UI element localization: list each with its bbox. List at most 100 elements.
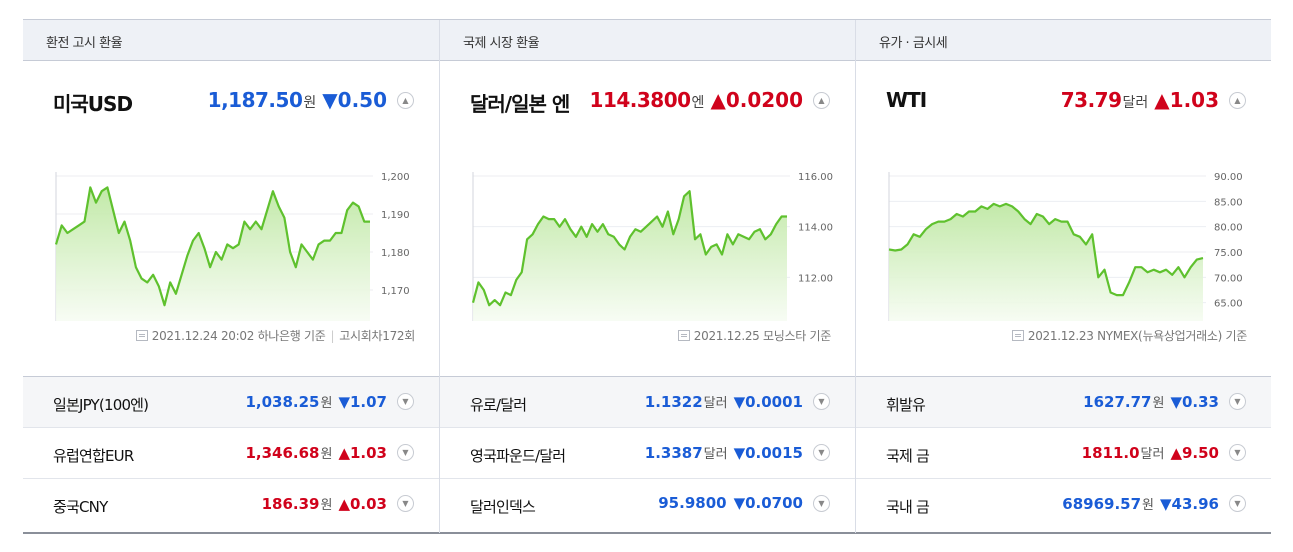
quote-change: ▲9.50 — [1170, 444, 1219, 462]
main-quote-name[interactable]: 미국USD — [53, 92, 133, 116]
chevron-down-icon[interactable]: ▼ — [1229, 393, 1246, 410]
source-date: 2021.12.24 20:02 — [151, 328, 255, 343]
source-extra: 고시회차172회 — [339, 329, 415, 343]
chevron-down-icon[interactable]: ▼ — [397, 393, 414, 410]
series-line — [471, 190, 787, 307]
y-tick-label: 70.00 — [1214, 273, 1243, 284]
y-tick-label: 80.00 — [1214, 223, 1243, 234]
main-quote-name[interactable]: 달러/일본 엔 — [470, 92, 570, 116]
chevron-down-icon[interactable]: ▼ — [397, 444, 414, 461]
quote-price: 68969.57 — [1062, 495, 1142, 513]
quote-change: ▼0.33 — [1170, 393, 1219, 411]
quote-name[interactable]: 달러인덱스 — [470, 498, 536, 516]
quote-name[interactable]: 일본JPY(100엔) — [53, 396, 149, 414]
quote-price: 186.39 — [261, 495, 320, 513]
quote-values: 95.9800 ▼0.0700 ▼ — [658, 494, 830, 512]
quote-values: 68969.57 원 ▼43.96 ▼ — [1062, 494, 1246, 513]
main-quote-values: 1,187.50 원 ▼0.50 ▲ — [208, 88, 414, 112]
chevron-down-icon[interactable]: ▼ — [1229, 444, 1246, 461]
column-exchange: 환전 고시 환율 미국USD 1,187.50 원 ▼0.50 ▲ 1,200 1,190 1,… — [23, 20, 439, 533]
chevron-down-icon[interactable]: ▼ — [1229, 495, 1246, 512]
main-quote-values: 114.3800 엔 ▲0.0200 ▲ — [590, 88, 830, 112]
list-item[interactable]: 휘발유 1627.77 원 ▼0.33 ▼ — [856, 377, 1271, 428]
series-line — [888, 202, 1204, 297]
main-quote-unit: 달러 — [1122, 95, 1149, 111]
quote-unit: 원 — [1152, 396, 1165, 411]
quote-unit: 원 — [1142, 498, 1155, 513]
quote-name[interactable]: 국제 금 — [886, 447, 930, 465]
list-item[interactable]: 달러인덱스 95.9800 ▼0.0700 ▼ — [440, 479, 855, 530]
quote-values: 1811.0 달러 ▲9.50 ▼ — [1082, 443, 1246, 462]
quote-change: ▼0.0700 — [733, 494, 803, 512]
list-item[interactable]: 영국파운드/달러 1.3387 달러 ▼0.0015 ▼ — [440, 428, 855, 479]
quote-values: 1.3387 달러 ▼0.0015 ▼ — [645, 443, 830, 462]
chevron-down-icon[interactable]: ▼ — [397, 495, 414, 512]
main-quote-unit: 원 — [303, 95, 317, 111]
chevron-up-icon[interactable]: ▲ — [1229, 91, 1246, 109]
quote-unit: 달러 — [703, 447, 728, 462]
chevron-down-icon[interactable]: ▼ — [813, 494, 830, 512]
list-item[interactable]: 일본JPY(100엔) 1,038.25 원 ▼1.07 ▼ — [23, 377, 439, 428]
document-icon — [1011, 330, 1024, 341]
main-quote-price: 114.3800 — [589, 88, 692, 112]
document-icon — [677, 330, 690, 341]
quote-price: 1,038.25 — [245, 393, 320, 411]
column-header-exchange[interactable]: 환전 고시 환율 — [23, 20, 439, 61]
y-tick-label: 65.00 — [1214, 299, 1243, 310]
quote-price: 1627.77 — [1083, 393, 1152, 411]
main-quote: 미국USD 1,187.50 원 ▼0.50 ▲ 1,200 1,190 1,180 1,170… — [23, 61, 439, 377]
chevron-up-icon[interactable]: ▲ — [397, 91, 414, 109]
chevron-down-icon[interactable]: ▼ — [813, 393, 830, 410]
column-header-oil-gold[interactable]: 유가 · 금시세 — [856, 20, 1271, 61]
main-quote-price: 1,187.50 — [207, 88, 303, 112]
quote-price: 1.1322 — [644, 393, 703, 411]
main-quote: 달러/일본 엔 114.3800 엔 ▲0.0200 ▲ 116.00 114.00 112.… — [440, 61, 855, 377]
quote-name[interactable]: 유럽연합EUR — [53, 447, 134, 465]
main-quote-price: 73.79 — [1060, 88, 1122, 112]
quote-unit: 달러 — [1140, 447, 1165, 462]
trend-chart: 90.0085.0080.0075.0070.0065.0060.0010/01… — [888, 172, 1243, 321]
quote-price: 95.9800 — [658, 494, 727, 512]
series-line — [54, 186, 370, 307]
quote-values: 1,038.25 원 ▼1.07 ▼ — [245, 392, 414, 411]
y-tick-label: 85.00 — [1214, 197, 1243, 208]
quote-values: 1627.77 원 ▼0.33 ▼ — [1083, 392, 1246, 411]
quote-name[interactable]: 영국파운드/달러 — [470, 447, 566, 465]
list-item[interactable]: 국내 금 68969.57 원 ▼43.96 ▼ — [856, 479, 1271, 530]
source-info: 2021.12.25 모닝스타 기준 — [677, 327, 831, 344]
main-quote-name[interactable]: WTI — [886, 88, 927, 112]
quote-unit: 원 — [320, 396, 333, 411]
quote-unit: 원 — [320, 447, 333, 462]
y-tick-label: 1,190 — [381, 210, 410, 221]
y-tick-label: 1,200 — [381, 172, 410, 183]
quote-price: 1811.0 — [1081, 444, 1140, 462]
list-item[interactable]: 중국CNY 186.39 원 ▲0.03 ▼ — [23, 479, 439, 530]
chevron-down-icon[interactable]: ▼ — [813, 444, 830, 461]
quote-name[interactable]: 국내 금 — [886, 498, 930, 516]
list-item[interactable]: 유로/달러 1.1322 달러 ▼0.0001 ▼ — [440, 377, 855, 428]
source-date: 2021.12.23 — [1027, 328, 1094, 343]
source-date: 2021.12.25 — [693, 328, 760, 343]
quote-change: ▼1.07 — [338, 393, 387, 411]
y-tick-label: 114.00 — [798, 223, 833, 234]
source-info: 2021.12.24 20:02 하나은행 기준 | 고시회차172회 — [135, 327, 415, 344]
y-tick-label: 112.00 — [798, 273, 833, 284]
document-icon — [135, 330, 148, 341]
main-quote-change: ▼0.50 — [322, 88, 387, 112]
list-item[interactable]: 국제 금 1811.0 달러 ▲9.50 ▼ — [856, 428, 1271, 479]
y-tick-label: 116.00 — [798, 172, 833, 183]
quote-change: ▼43.96 — [1160, 495, 1219, 513]
y-tick-label: 1,170 — [381, 286, 410, 297]
column-header-international[interactable]: 국제 시장 환율 — [440, 20, 855, 61]
quote-name[interactable]: 휘발유 — [886, 396, 926, 414]
chevron-up-icon[interactable]: ▲ — [813, 91, 830, 109]
area-fill — [889, 203, 1203, 321]
quote-unit: 달러 — [703, 396, 728, 411]
list-item[interactable]: 유럽연합EUR 1,346.68 원 ▲1.03 ▼ — [23, 428, 439, 479]
source-info: 2021.12.23 NYMEX(뉴욕상업거래소) 기준 — [1011, 327, 1247, 344]
quote-values: 1.1322 달러 ▼0.0001 ▼ — [645, 392, 830, 411]
quote-name[interactable]: 중국CNY — [53, 498, 108, 516]
quote-name[interactable]: 유로/달러 — [470, 396, 527, 414]
